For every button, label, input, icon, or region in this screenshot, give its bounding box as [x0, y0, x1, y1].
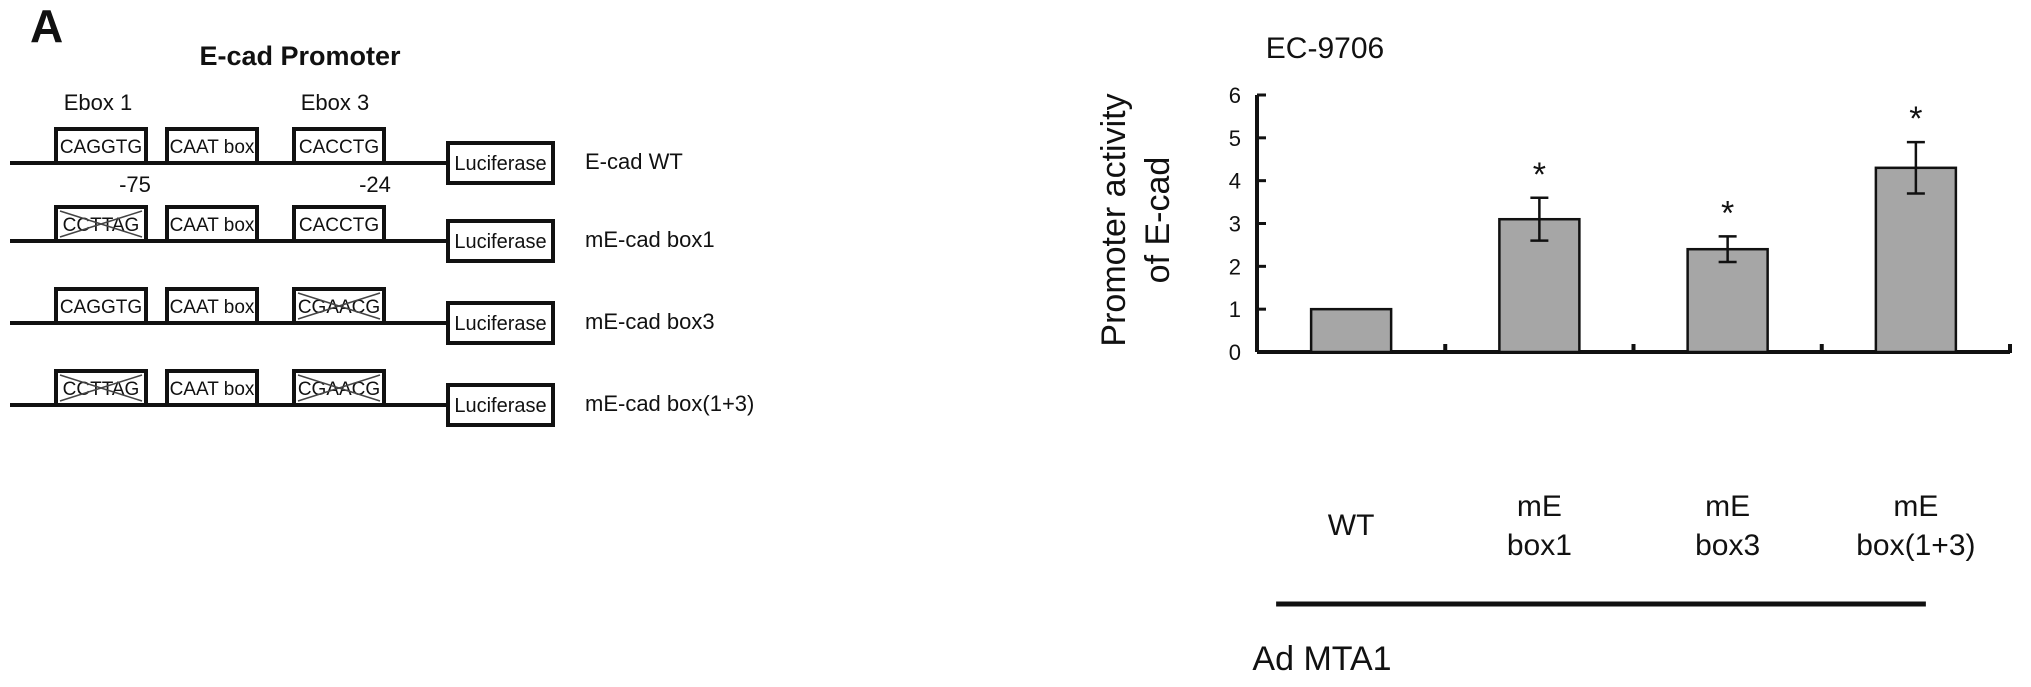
ebox1-box [54, 127, 148, 165]
y-axis-label-line2: of E-cad [1139, 157, 1177, 284]
caat-box-label: CAAT box [170, 215, 255, 236]
construct-rows: CAGGTG CAAT box CACCTG Luciferase E-cad WT CC… [10, 127, 754, 427]
diagram-title: E-cad Promoter [199, 41, 401, 71]
ebox1-label: CAGGTG [60, 297, 142, 318]
ebox3-box [292, 127, 386, 165]
construct-name: E-cad WT [585, 149, 683, 174]
ebox3-box [292, 205, 386, 243]
caat-box-label: CAAT box [170, 379, 255, 400]
y-tick-label: 0 [1229, 340, 1241, 365]
panel-b-bar-chart: B EC-9706 Promoter activity of E-cad 012… [1010, 0, 2031, 687]
x-tick-label: box3 [1695, 529, 1760, 562]
x-tick-label: box1 [1507, 529, 1572, 562]
luciferase-label: Luciferase [454, 395, 546, 417]
caat-box-label: CAAT box [170, 137, 255, 158]
y-tick-label: 5 [1229, 126, 1241, 151]
x-tick-label: mE [1893, 490, 1938, 523]
x-tick-label: mE [1705, 490, 1750, 523]
ebox1-box [54, 287, 148, 325]
luciferase-label: Luciferase [454, 313, 546, 335]
significance-asterisk: * [1533, 156, 1546, 194]
construct-name: mE-cad box(1+3) [585, 391, 754, 416]
luciferase-label: Luciferase [454, 153, 546, 175]
bar-chart-svg: B EC-9706 Promoter activity of E-cad 012… [1095, 32, 2012, 678]
ebox1-label: Ebox 1 [64, 90, 133, 115]
construct-row: CAGGTG CAAT box CACCTG Luciferase E-cad WT [10, 127, 683, 185]
caat-box-box [165, 287, 259, 325]
promoter-diagram-svg: A E-cad Promoter Ebox 1 Ebox 3 -75 -24 C… [10, 0, 754, 427]
bar [1874, 166, 1958, 354]
significance-asterisk: * [1721, 194, 1734, 232]
position-75-label: -75 [119, 172, 151, 197]
y-tick-label: 3 [1229, 212, 1241, 237]
mutation-cross-line [59, 374, 143, 402]
ebox3-label: Ebox 3 [301, 90, 370, 115]
x-tick-label: mE [1517, 490, 1562, 523]
y-tick-label: 2 [1229, 254, 1241, 279]
ebox1-label: CAGGTG [60, 137, 142, 158]
position-24-label: -24 [359, 172, 391, 197]
x-tick-label: box(1+3) [1856, 529, 1975, 562]
caat-box-box [165, 369, 259, 407]
luciferase-box [446, 383, 555, 427]
y-axis-label: Promoter activity of E-cad [1095, 93, 1177, 346]
bar [1309, 307, 1393, 354]
x-tick-label: WT [1328, 509, 1375, 542]
bar [1686, 247, 1769, 354]
y-axis-label-line1: Promoter activity [1095, 93, 1133, 346]
luciferase-box [446, 301, 555, 345]
chart-title: EC-9706 [1266, 32, 1384, 65]
construct-name: mE-cad box1 [585, 227, 715, 252]
caat-box-label: CAAT box [170, 297, 255, 318]
ebox3-label: CACCTG [299, 215, 379, 236]
significance-asterisk: * [1909, 100, 1922, 138]
mutation-cross-line [297, 374, 381, 402]
ebox3-label: CACCTG [299, 137, 379, 158]
mutation-cross-line [297, 292, 381, 320]
panel-a-promoter-diagram: A E-cad Promoter Ebox 1 Ebox 3 -75 -24 C… [0, 0, 1010, 687]
luciferase-box [446, 141, 555, 185]
y-tick-label: 4 [1229, 169, 1241, 194]
panel-a-letter: A [30, 0, 63, 52]
caat-box-box [165, 127, 259, 165]
caat-box-box [165, 205, 259, 243]
mutation-cross-line [59, 210, 143, 238]
luciferase-box [446, 219, 555, 263]
x-axis-label: Ad MTA1 [1252, 640, 1391, 678]
y-tick-label: 1 [1229, 297, 1241, 322]
luciferase-label: Luciferase [454, 231, 546, 253]
plot-area: 0 1 2 3 4 5 6 WT * mE box1 * mE box3 * mE box(1+3) [1229, 83, 2012, 607]
y-tick-label: 6 [1229, 83, 1241, 108]
construct-name: mE-cad box3 [585, 309, 715, 334]
